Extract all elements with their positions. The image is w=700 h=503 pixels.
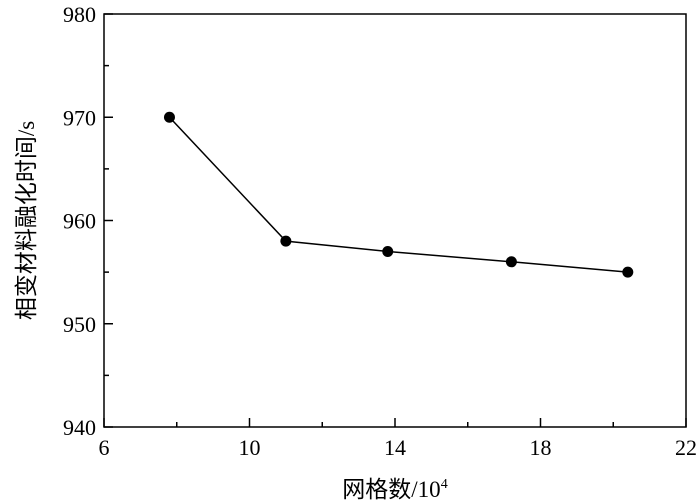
x-tick-label: 10	[239, 435, 261, 460]
data-series	[163, 111, 634, 278]
x-tick-label: 14	[384, 435, 406, 460]
x-tick-label: 18	[530, 435, 552, 460]
y-tick-label: 960	[63, 209, 96, 234]
data-point	[280, 235, 292, 247]
plot-frame	[103, 13, 687, 428]
x-tick-label: 6	[99, 435, 110, 460]
y-axis-title: 相变材料融化时间/s	[14, 121, 39, 320]
y-tick-label: 940	[63, 415, 96, 440]
data-point	[163, 111, 175, 123]
y-tick-label: 980	[63, 2, 96, 27]
series-line	[168, 116, 628, 273]
x-axis-title-superscript: 4	[441, 477, 448, 492]
y-tick-label: 970	[63, 105, 96, 130]
y-tick-label: 950	[63, 312, 96, 337]
data-point	[622, 266, 634, 278]
x-axis-title-text: 网格数/10	[342, 477, 440, 502]
data-point	[382, 245, 394, 257]
tick-labels: 6 10 14 18 22 940 950 960 970 980	[63, 2, 697, 460]
axis-ticks	[103, 13, 687, 428]
x-axis-title: 网格数/104	[342, 477, 447, 502]
x-tick-label: 22	[675, 435, 697, 460]
data-point	[505, 256, 517, 268]
